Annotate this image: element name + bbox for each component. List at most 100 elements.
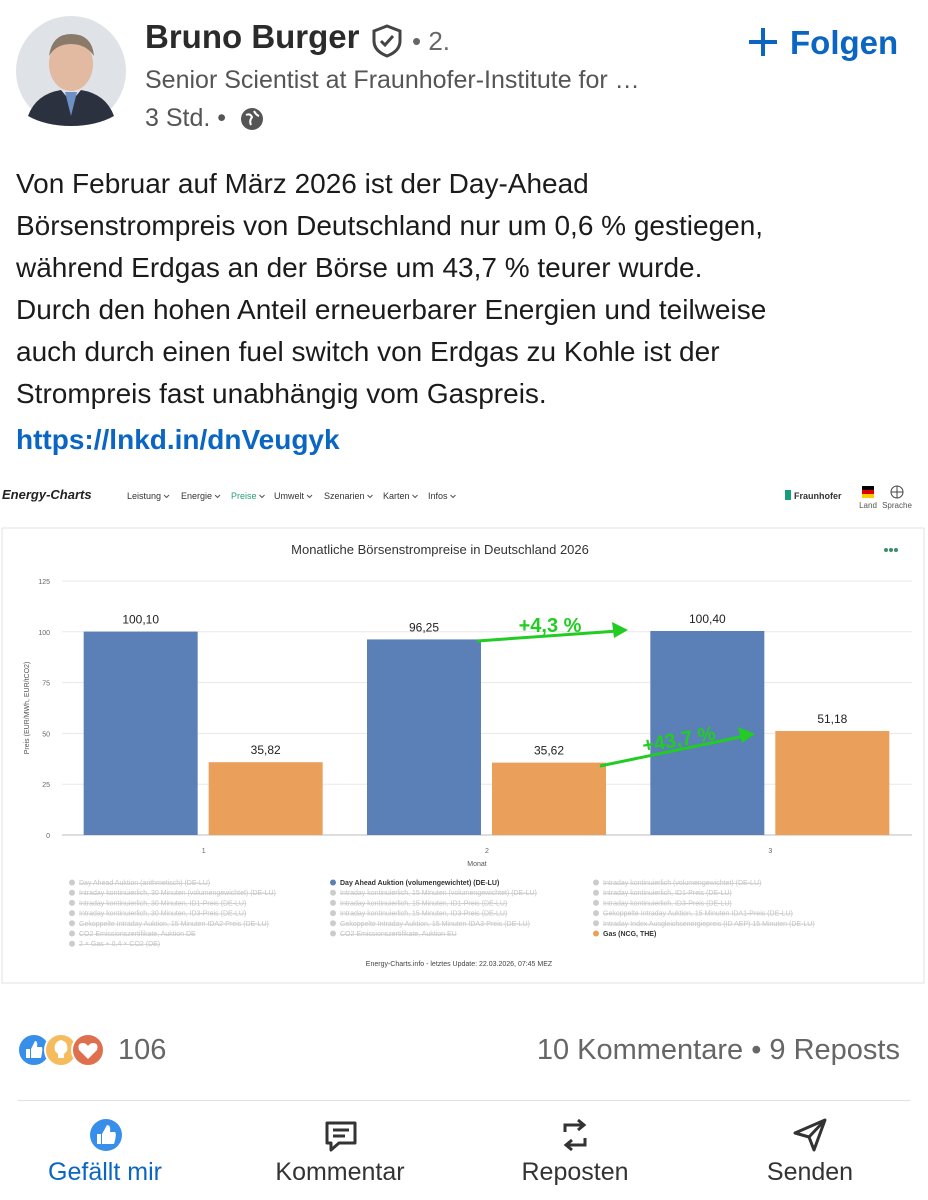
post-text-line: Von Februar auf März 2026 ist der Day-Ah… (16, 168, 589, 199)
site-logo: Fraunhofer (794, 491, 842, 501)
like-icon[interactable] (88, 1117, 124, 1153)
legend-label[interactable]: Intraday kontinuierlich, ID1-Preis (DE-L… (603, 890, 732, 897)
legend-marker[interactable] (593, 910, 599, 917)
legend-label[interactable]: Intraday kontinuierlich, 30 Minuten, ID1… (79, 900, 246, 907)
legend-marker[interactable] (69, 940, 75, 947)
value-label: 100,40 (689, 612, 726, 626)
legend-label[interactable]: Intraday kontinuierlich, 30 Minuten, ID3… (79, 911, 246, 918)
legend-marker[interactable] (330, 889, 336, 896)
legend-marker[interactable] (69, 910, 75, 917)
comment-repost-count[interactable]: 10 Kommentare • 9 Reposts (536, 1034, 900, 1066)
bar (367, 639, 481, 835)
legend-label[interactable]: Intraday kontinuierlich, 15 Minuten (vol… (340, 890, 537, 897)
legend-label[interactable]: Day Ahead Auktion (volumengewichtet) (DE… (340, 880, 499, 887)
legend-marker[interactable] (69, 920, 75, 927)
nav-item[interactable]: Leistung (127, 491, 161, 501)
action-label[interactable]: Kommentar (275, 1158, 405, 1186)
follow-plus-icon[interactable] (746, 25, 780, 59)
post-text-line: Durch den hohen Anteil erneuerbarer Ener… (16, 294, 767, 325)
legend-marker[interactable] (330, 899, 336, 906)
x-tick-label: 2 (485, 848, 489, 855)
legend-marker[interactable] (69, 930, 75, 937)
action-label[interactable]: Gefällt mir (48, 1158, 162, 1186)
value-label: 51,18 (817, 712, 847, 726)
site-sprache[interactable]: Sprache (882, 501, 912, 510)
legend-label[interactable]: 2 × Gas + 0,4 × CO2 (DE) (79, 941, 160, 948)
post-text-line: Strompreis fast unabhängig vom Gaspreis. (16, 378, 547, 409)
post-text-line: auch durch einen fuel switch von Erdgas … (16, 336, 720, 367)
legend-label[interactable]: Gekoppelte Intraday Auktion, 15 Minuten … (340, 921, 530, 928)
site-brand[interactable]: Energy-Charts (2, 487, 92, 502)
legend-marker[interactable] (593, 930, 599, 937)
chart-title: Monatliche Börsenstrompreise in Deutschl… (291, 542, 589, 557)
bar (208, 762, 323, 835)
follow-button[interactable]: Folgen (790, 24, 899, 61)
post-text-line: während Erdgas an der Börse um 43,7 % te… (16, 252, 703, 283)
y-axis-label: Preis (EUR/MWh, EUR/tCO2) (24, 662, 31, 755)
nav-chevron (367, 494, 373, 499)
y-tick-label: 100 (38, 630, 50, 637)
action-label[interactable]: Reposten (521, 1158, 629, 1186)
avatar[interactable] (16, 16, 126, 126)
post-text-line: Börsenstrompreis von Deutschland nur um … (16, 210, 764, 241)
site-land[interactable]: Land (859, 501, 877, 510)
legend-label[interactable]: Intraday kontinuierlich, ID3-Preis (DE-L… (603, 900, 732, 907)
legend-label[interactable]: Intraday kontinuierlich, 15 Minuten, ID3… (340, 911, 507, 918)
legend-marker[interactable] (330, 920, 336, 927)
legend-marker[interactable] (69, 879, 75, 886)
nav-item[interactable]: Infos (428, 491, 448, 501)
legend-label[interactable]: Gekoppelte Intraday Auktion, 15 Minuten … (603, 911, 793, 918)
post-time: 3 Std. • (145, 104, 227, 132)
legend-label[interactable]: Gas (NCG, THE) (603, 931, 656, 938)
nav-chevron (450, 494, 456, 499)
author-name[interactable]: Bruno Burger (145, 18, 360, 55)
legend-label[interactable]: Gekoppelte Intraday Auktion, 15 Minuten … (79, 921, 269, 928)
action-label[interactable]: Senden (766, 1158, 854, 1186)
nav-chevron (259, 494, 265, 499)
x-tick-label: 1 (202, 848, 206, 855)
nav-item[interactable]: Szenarien (324, 491, 365, 501)
value-label: 96,25 (409, 620, 439, 634)
legend-marker[interactable] (593, 879, 599, 886)
nav-chevron (306, 494, 313, 499)
legend-label[interactable]: CO2 Emissionszertifikate, Auktion DE (79, 931, 196, 938)
bar (492, 762, 606, 835)
nav-chevron (214, 494, 221, 499)
annotation-arrowhead (738, 727, 755, 743)
reaction-count[interactable]: 106 (118, 1034, 167, 1066)
comment-icon[interactable] (322, 1118, 360, 1154)
value-label: 35,82 (251, 743, 281, 757)
value-label: 35,62 (534, 744, 564, 758)
legend-label[interactable]: Intraday Index Ausgleichsenergiepreis (I… (603, 921, 815, 928)
legend-marker[interactable] (593, 920, 599, 927)
repost-icon[interactable] (557, 1116, 593, 1154)
legend-marker[interactable] (330, 930, 336, 937)
legend-marker[interactable] (330, 910, 336, 917)
y-tick-label: 0 (46, 833, 50, 840)
legend-label[interactable]: Intraday kontinuierlich (volumengewichte… (603, 880, 761, 887)
legend-marker[interactable] (69, 899, 75, 906)
nav-item[interactable]: Karten (383, 491, 410, 501)
nav-item[interactable]: Energie (181, 491, 212, 501)
legend-marker[interactable] (69, 889, 75, 896)
legend-label[interactable]: CO2 Emissionszertifikate, Auktion EU (340, 931, 457, 938)
connection-degree: • 2. (412, 26, 451, 56)
legend-label[interactable]: Day Ahead Auktion (arithmetisch) (DE-LU) (79, 880, 210, 887)
legend-marker[interactable] (593, 899, 599, 906)
chart-footer: Energy-Charts.info - letztes Update: 22.… (366, 961, 553, 968)
verified-icon (372, 24, 402, 58)
legend-label[interactable]: Intraday kontinuierlich, 15 Minuten, ID1… (340, 900, 507, 907)
legend-label[interactable]: Intraday kontinuierlich, 30 Minuten (vol… (79, 890, 276, 897)
nav-item[interactable]: Preise (231, 491, 257, 501)
post-link[interactable]: https://lnkd.in/dnVeugyk (16, 424, 340, 455)
nav-item[interactable]: Umwelt (274, 491, 305, 501)
legend-marker[interactable] (330, 879, 336, 886)
nav-chevron (412, 494, 418, 499)
chart-image: Energy-Charts Fraunhofer Land Sprache Le… (0, 478, 928, 988)
legend-marker[interactable] (593, 889, 599, 896)
bar (83, 631, 198, 835)
reaction-icons[interactable] (16, 1032, 108, 1068)
annotation: +4,3 % (519, 615, 582, 637)
send-icon[interactable] (792, 1117, 828, 1153)
value-label: 100,10 (122, 613, 159, 627)
